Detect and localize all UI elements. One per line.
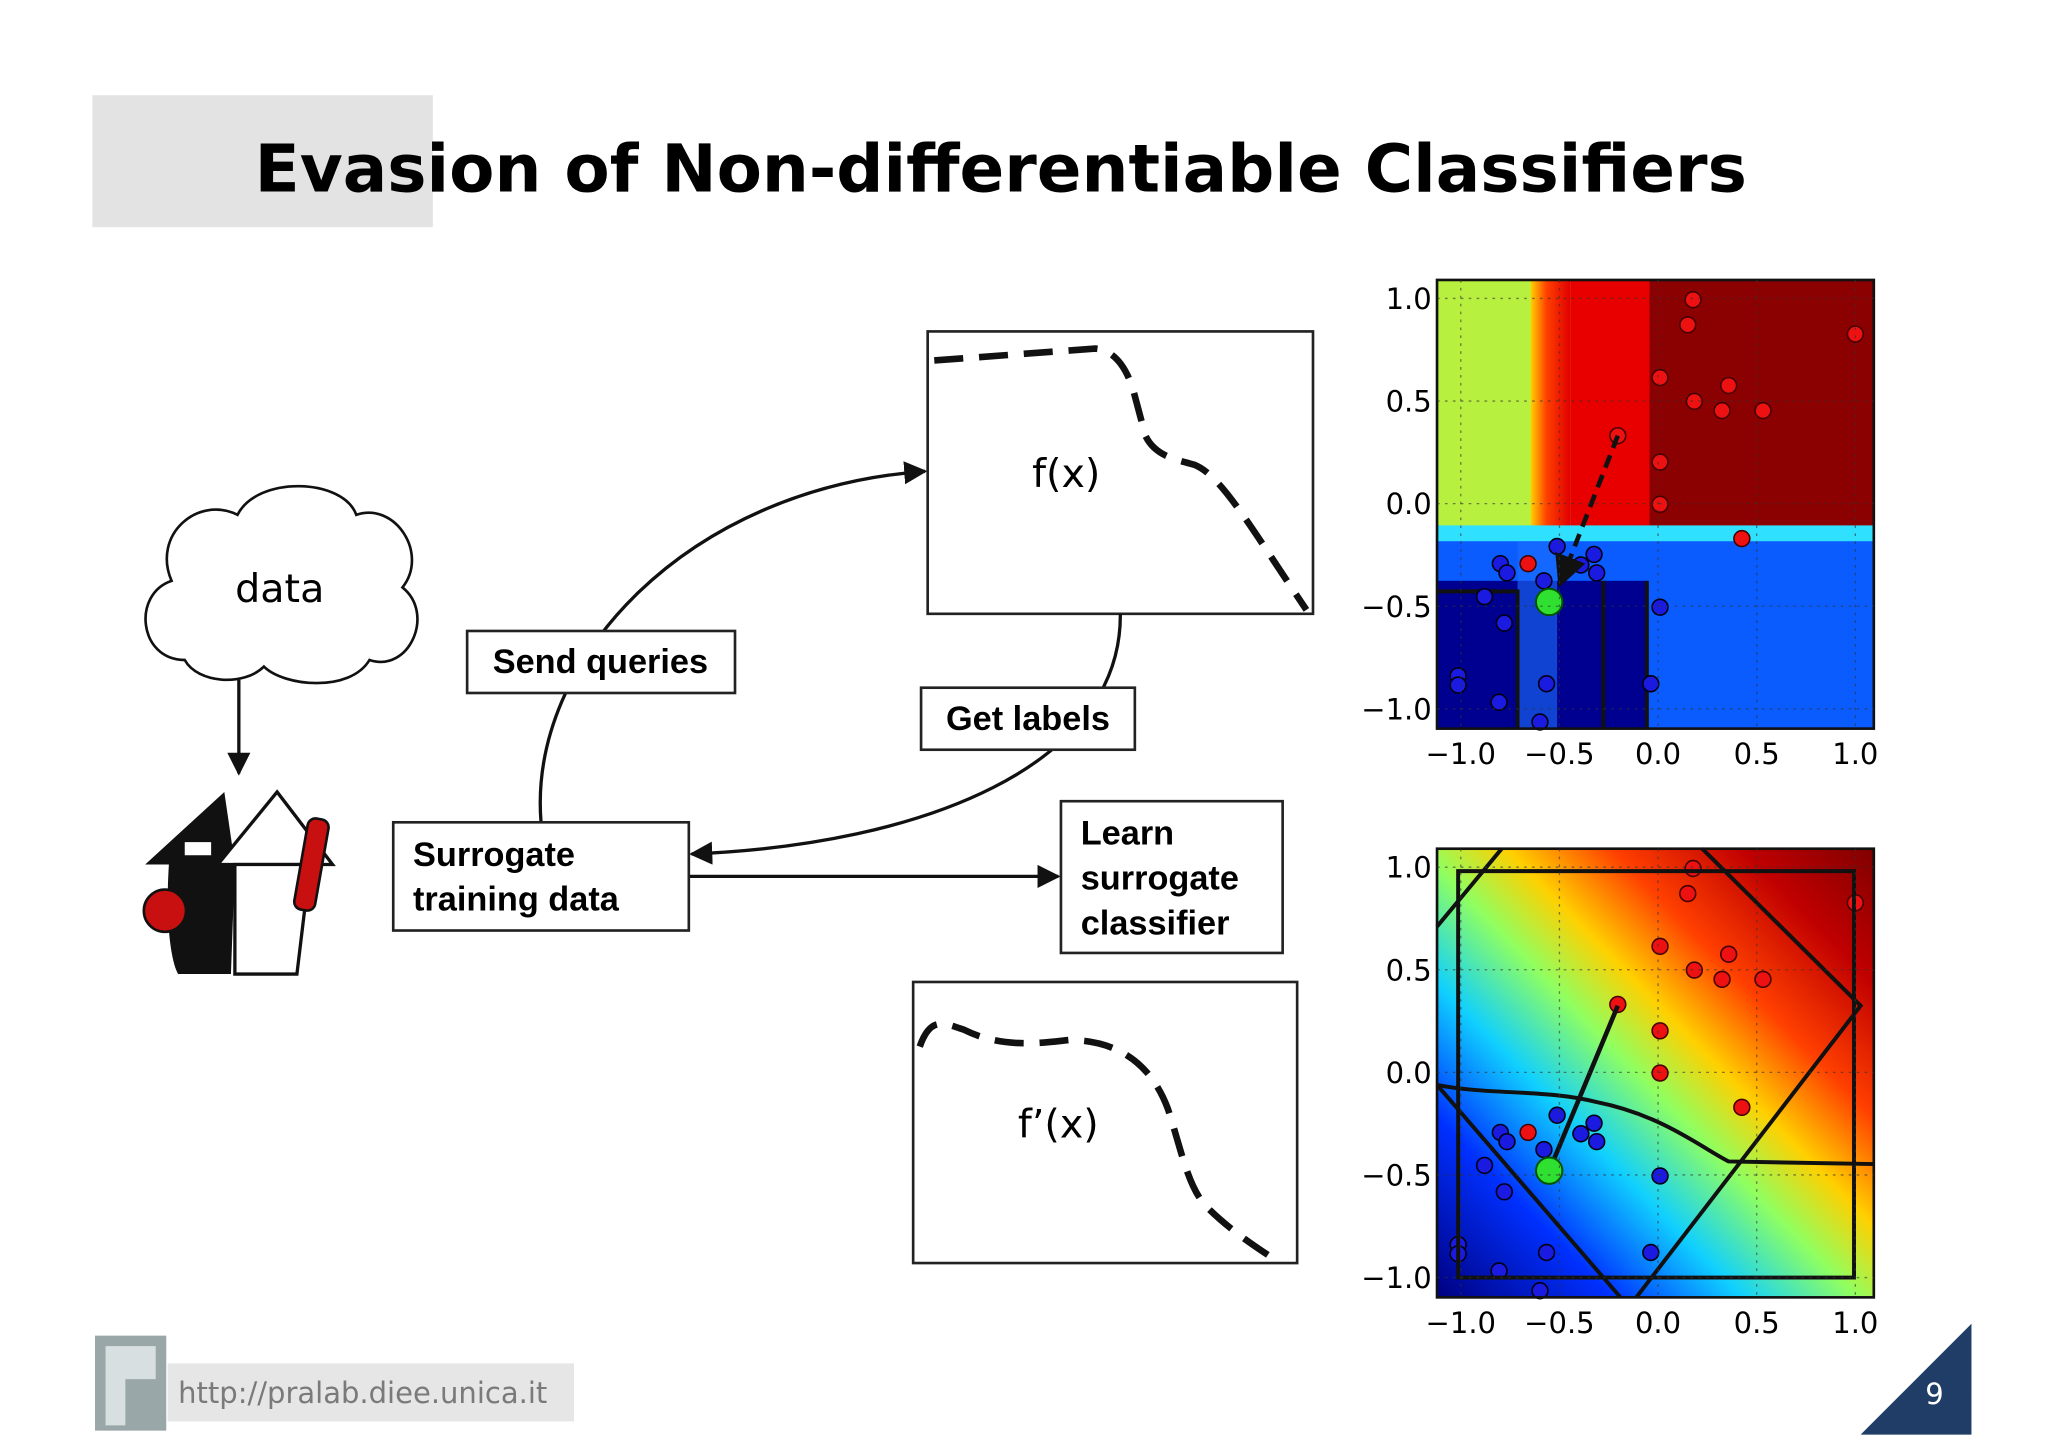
fx-curve (934, 345, 1310, 612)
y-tick-label: −0.5 (1361, 590, 1431, 624)
url-band (167, 1363, 575, 1422)
send-queries-label: Send queries (493, 643, 708, 681)
x-tick-label: 1.0 (1832, 737, 1878, 771)
x-tick-label: 0.5 (1734, 737, 1780, 771)
learn-box (1059, 799, 1284, 955)
x-tick-label: −0.5 (1524, 1306, 1594, 1340)
footer-url: http://pralab.diee.unica.it (178, 1376, 547, 1410)
arrow (538, 461, 928, 823)
fpx-curve (916, 1020, 1282, 1266)
slide-title: Evasion of Non-differentiable Classifier… (255, 131, 1747, 208)
title-band (92, 95, 433, 228)
y-tick-label: 1.0 (1386, 282, 1432, 316)
x-tick-label: −1.0 (1426, 1306, 1496, 1340)
x-tick-label: 0.0 (1635, 737, 1681, 771)
logo (95, 1335, 167, 1431)
fx-box (926, 330, 1315, 616)
cloud (144, 484, 419, 685)
page-corner (1860, 1323, 1972, 1435)
y-tick-label: −1.0 (1361, 692, 1431, 726)
fpx-label: f’(x) (1018, 1102, 1099, 1148)
arrow (689, 613, 1122, 865)
learn-line: surrogate (1081, 860, 1239, 898)
y-tick-label: 0.5 (1386, 953, 1432, 987)
y-tick-label: 0.0 (1386, 487, 1432, 521)
x-tick-label: 1.0 (1832, 1306, 1878, 1340)
x-tick-label: −1.0 (1426, 737, 1496, 771)
surrogate-data-box (391, 820, 691, 932)
x-tick-label: 0.0 (1635, 1306, 1681, 1340)
get-labels-label: Get labels (946, 700, 1110, 738)
x-tick-label: −0.5 (1524, 737, 1594, 771)
y-tick-label: −1.0 (1361, 1261, 1431, 1295)
y-tick-label: −0.5 (1361, 1159, 1431, 1193)
y-tick-label: 1.0 (1386, 851, 1432, 885)
y-tick-label: 0.0 (1386, 1056, 1432, 1090)
fx-label: f(x) (1032, 451, 1100, 497)
y-tick-label: 0.5 (1386, 385, 1432, 419)
learn-line: classifier (1081, 904, 1230, 942)
x-tick-label: 0.5 (1734, 1306, 1780, 1340)
send-queries-box (465, 629, 737, 695)
cloud-label: data (235, 566, 324, 612)
plot-2 (1435, 847, 1876, 1300)
get-labels-box (919, 686, 1137, 752)
surrogate-data-line: training data (413, 881, 620, 919)
spy-illustration (142, 789, 336, 976)
plot-1 (1435, 278, 1876, 731)
surrogate-data-line: Surrogate (413, 836, 575, 874)
page-number: 9 (1925, 1377, 1943, 1411)
learn-line: Learn (1081, 815, 1174, 853)
fpx-box (911, 980, 1299, 1265)
